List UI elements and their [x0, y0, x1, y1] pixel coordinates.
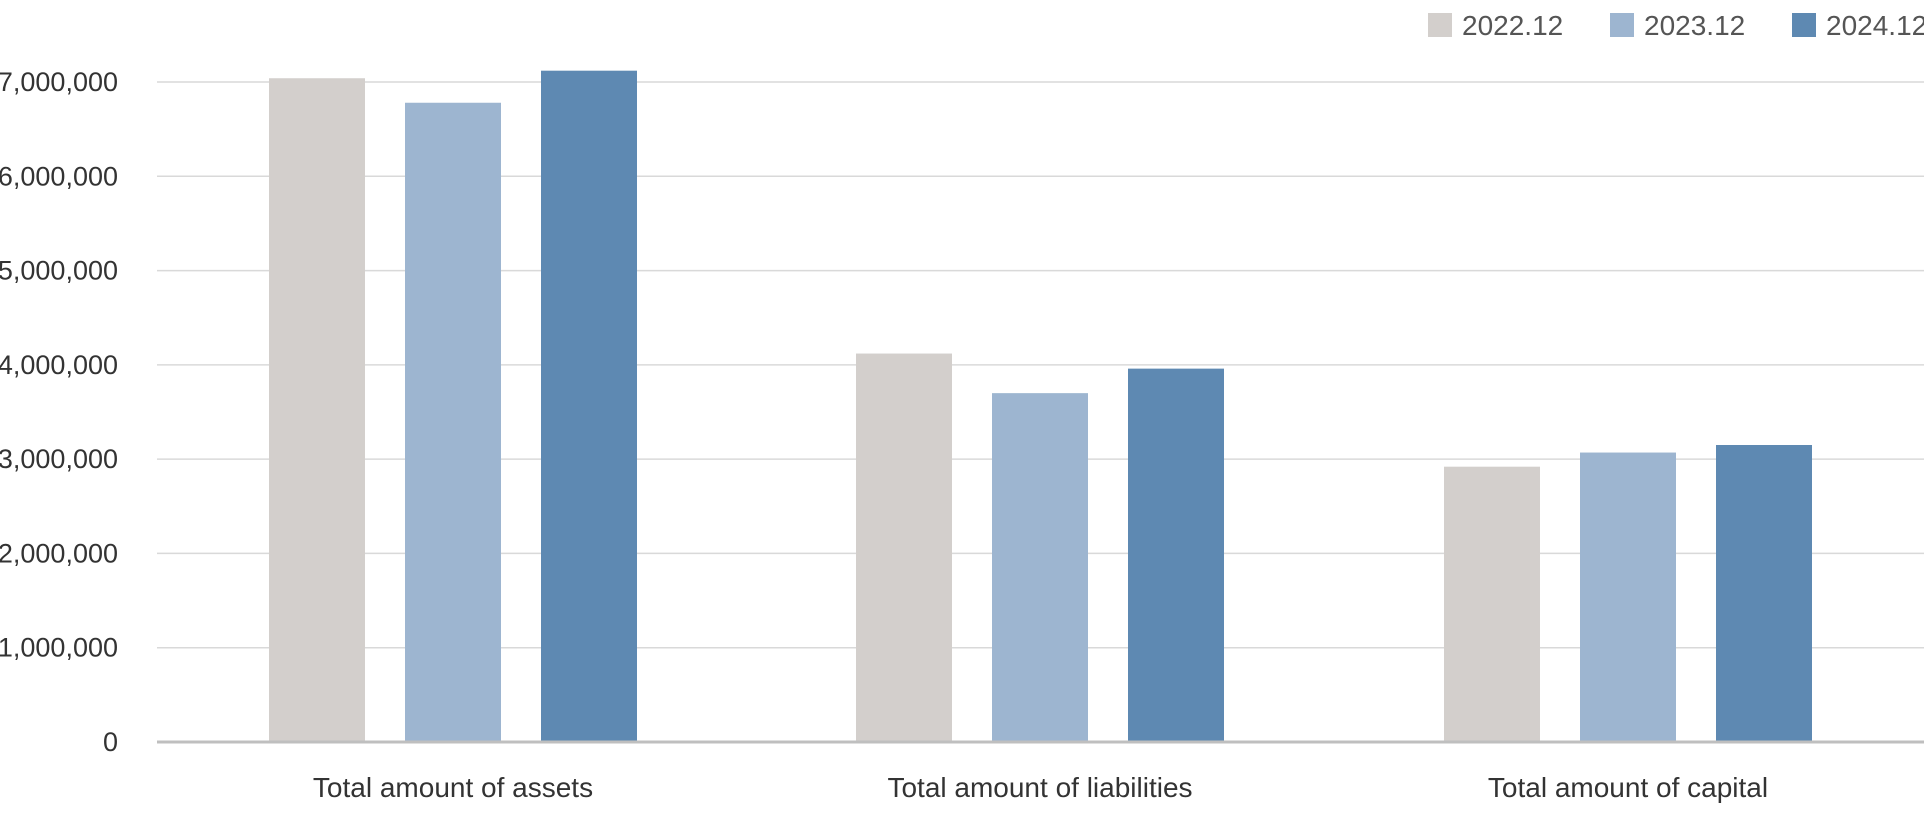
category-label: Total amount of liabilities	[887, 772, 1192, 803]
legend-label: 2023.12	[1644, 10, 1745, 41]
y-tick-label: 3,000,000	[0, 444, 118, 474]
bar-2023-12[interactable]	[1580, 452, 1676, 742]
y-tick-label: 1,000,000	[0, 633, 118, 663]
x-axis-categories: Total amount of assets Total amount of li…	[313, 772, 1768, 803]
y-tick-label: 6,000,000	[0, 161, 118, 191]
legend-item[interactable]: 2024.12	[1792, 10, 1924, 41]
bar-group	[1444, 445, 1812, 742]
bar-2023-12[interactable]	[405, 102, 501, 742]
legend-item[interactable]: 2022.12	[1428, 10, 1563, 41]
bar-group	[856, 353, 1224, 742]
bar-2024-12[interactable]	[1716, 445, 1812, 742]
legend-label: 2022.12	[1462, 10, 1563, 41]
bar-2022-12[interactable]	[1444, 466, 1540, 742]
bar-2024-12[interactable]	[541, 70, 637, 742]
y-tick-label: 5,000,000	[0, 256, 118, 286]
legend-item[interactable]: 2023.12	[1610, 10, 1745, 41]
y-tick-label: 0	[103, 727, 118, 757]
bar-group	[269, 70, 637, 742]
bar-2022-12[interactable]	[269, 78, 365, 742]
y-tick-label: 2,000,000	[0, 538, 118, 568]
legend-swatch	[1428, 13, 1452, 37]
legend[interactable]: 2022.12 2023.12 2024.12	[1428, 10, 1924, 41]
y-tick-label: 7,000,000	[0, 67, 118, 97]
bar-2024-12[interactable]	[1128, 368, 1224, 742]
category-label: Total amount of assets	[313, 772, 593, 803]
category-label: Total amount of capital	[1488, 772, 1768, 803]
legend-swatch	[1792, 13, 1816, 37]
bars	[269, 70, 1812, 742]
bar-2022-12[interactable]	[856, 353, 952, 742]
legend-swatch	[1610, 13, 1634, 37]
y-axis-ticks: 0 1,000,000 2,000,000 3,000,000 4,000,000 5,0…	[0, 67, 118, 757]
y-tick-label: 4,000,000	[0, 350, 118, 380]
legend-label: 2024.12	[1826, 10, 1924, 41]
bar-2023-12[interactable]	[992, 393, 1088, 742]
